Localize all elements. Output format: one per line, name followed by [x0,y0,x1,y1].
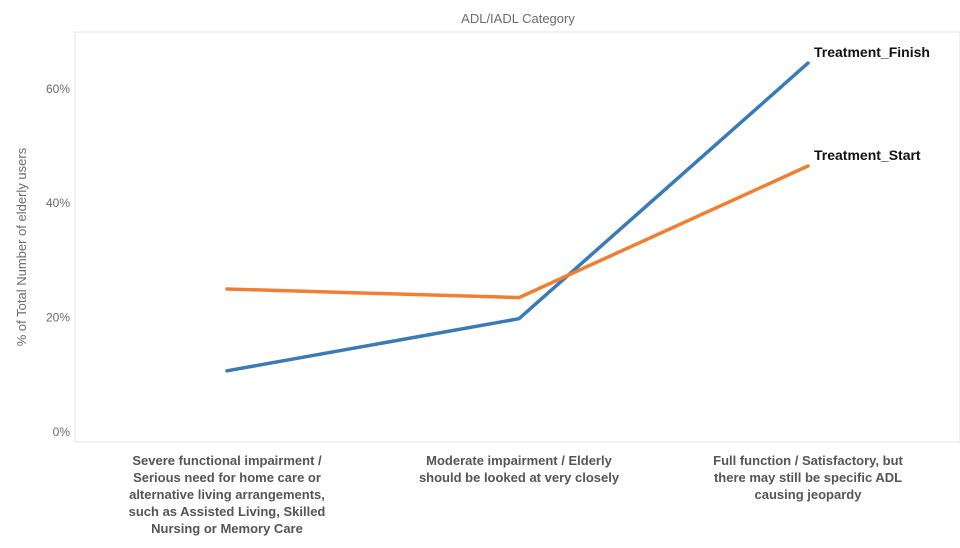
y-tick-label: 60% [46,82,70,96]
chart-title: ADL/IADL Category [461,11,575,26]
x-category-label-line: such as Assisted Living, Skilled [129,504,326,519]
x-category-label-line: alternative living arrangements, [129,487,325,502]
x-category-label-line: Nursing or Memory Care [151,521,303,536]
x-category-label-line: Moderate impairment / Elderly [426,453,612,468]
x-category-labels: Severe functional impairment / Serious ne… [129,453,904,536]
x-category-label-line: Severe functional impairment / [132,453,322,468]
series-lines [225,61,810,373]
x-category-label: Severe functional impairment / Serious ne… [129,453,326,536]
x-category-label-line: Serious need for home care or [133,470,321,485]
y-tick-label: 20% [46,311,70,325]
y-tick-labels: 0% 20% 40% 60% [46,82,70,439]
y-tick-label: 40% [46,196,70,210]
y-tick-label: 0% [53,425,71,439]
series-line [225,164,810,300]
series-end-label: Treatment_Start [814,147,921,163]
plot-frame [74,31,960,443]
series-end-labels: Treatment_Finish Treatment_Start [814,44,930,163]
x-category-label: Moderate impairment / Elderly should be l… [419,453,620,485]
series-end-label: Treatment_Finish [814,44,930,60]
x-category-label-line: should be looked at very closely [419,470,620,485]
x-category-label: Full function / Satisfactory, but there m… [713,453,903,502]
y-axis-title: % of Total Number of elderly users [14,147,29,346]
x-category-label-line: causing jeopardy [755,487,863,502]
series-line [225,61,810,373]
x-category-label-line: there may still be specific ADL [714,470,902,485]
x-category-label-line: Full function / Satisfactory, but [713,453,903,468]
